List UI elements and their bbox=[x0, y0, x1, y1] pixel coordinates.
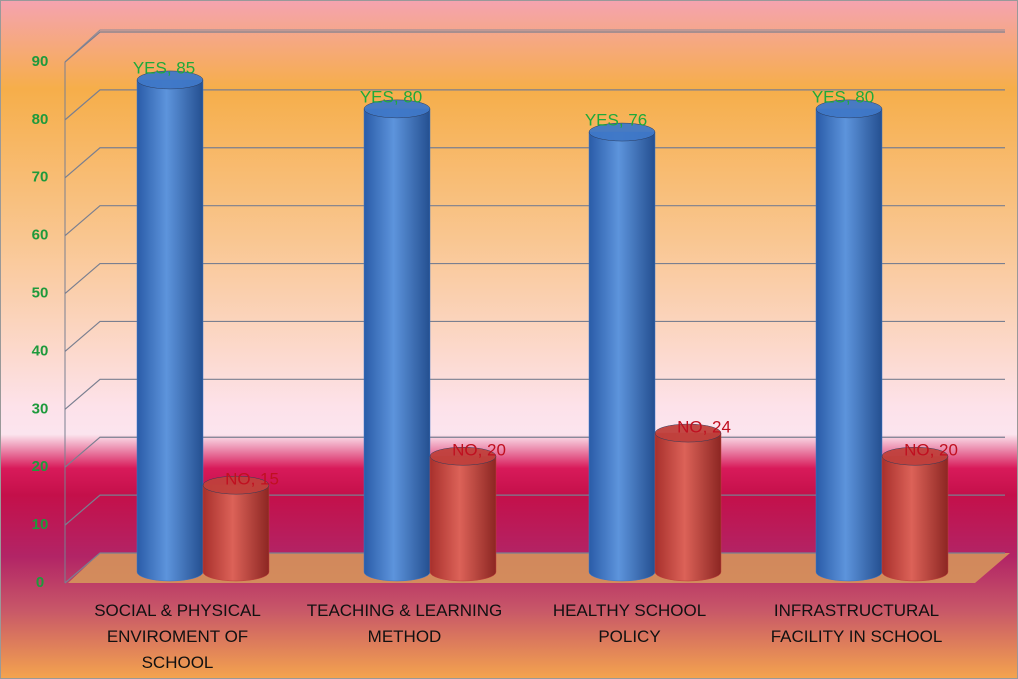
data-label: NO, 20 bbox=[904, 441, 958, 460]
bar bbox=[429, 455, 497, 582]
data-label: YES, 85 bbox=[133, 58, 195, 77]
data-label: NO, 15 bbox=[225, 470, 279, 489]
y-tick-label: 70 bbox=[32, 169, 49, 186]
x-tick-label: SOCIAL & PHYSICAL ENVIROMENT OF SCHOOL bbox=[94, 601, 261, 672]
bar bbox=[136, 79, 204, 582]
y-tick-label: 30 bbox=[32, 400, 49, 417]
y-tick-label: 50 bbox=[32, 285, 49, 302]
data-label: YES, 80 bbox=[812, 87, 874, 106]
bar-top bbox=[202, 475, 270, 495]
bar bbox=[202, 484, 270, 582]
data-label: NO, 20 bbox=[452, 441, 506, 460]
x-tick-label: HEALTHY SCHOOL POLICY bbox=[552, 601, 707, 646]
bar-top bbox=[363, 99, 431, 119]
x-tick-label: TEACHING & LEARNING METHOD bbox=[306, 601, 503, 646]
grid-line bbox=[64, 320, 1005, 352]
y-tick-label: 10 bbox=[32, 516, 49, 533]
grid-line bbox=[64, 262, 1005, 295]
data-label: YES, 76 bbox=[585, 111, 647, 130]
bar-top bbox=[588, 122, 656, 142]
grid-line bbox=[64, 205, 1005, 237]
grid-line bbox=[64, 89, 1005, 121]
x-tick-label: INFRASTRUCTURAL FACILITY IN SCHOOL bbox=[770, 601, 943, 646]
bar-top bbox=[815, 99, 883, 119]
bar bbox=[881, 455, 949, 582]
bar bbox=[654, 432, 722, 582]
bar-top bbox=[881, 446, 949, 466]
bar-top bbox=[654, 423, 722, 443]
grid-line bbox=[64, 147, 1005, 179]
floor bbox=[68, 553, 1010, 583]
y-tick-label: 60 bbox=[32, 227, 49, 244]
y-tick-label: 0 bbox=[36, 574, 44, 591]
grid-line bbox=[64, 31, 1005, 63]
bar-top bbox=[136, 70, 204, 90]
data-label: YES, 80 bbox=[360, 87, 422, 106]
y-tick-label: 80 bbox=[32, 111, 49, 128]
grid-line bbox=[64, 378, 1005, 410]
y-tick-label: 20 bbox=[32, 458, 49, 475]
y-tick-label: 40 bbox=[32, 342, 49, 359]
bar-top bbox=[429, 446, 497, 466]
bar bbox=[588, 131, 656, 582]
y-tick-label: 90 bbox=[32, 53, 49, 70]
data-label: NO, 24 bbox=[677, 418, 731, 437]
bar bbox=[363, 108, 431, 582]
bar bbox=[815, 108, 883, 582]
